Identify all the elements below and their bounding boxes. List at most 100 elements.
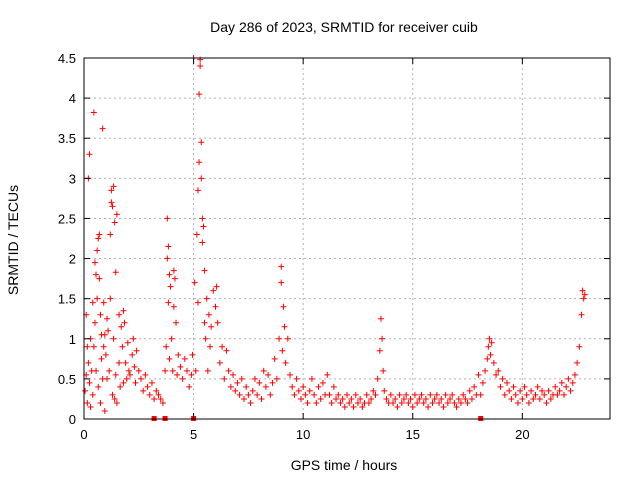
data-point (335, 391, 342, 398)
data-point (460, 391, 467, 398)
data-point (436, 399, 443, 406)
data-point (300, 383, 307, 390)
data-point (390, 399, 397, 406)
data-point (313, 399, 320, 406)
axis-ticks (83, 57, 610, 420)
data-point (457, 399, 464, 406)
data-point (174, 371, 181, 378)
data-point (140, 387, 147, 394)
data-point (99, 125, 106, 132)
data-point (133, 347, 140, 354)
data-point (337, 399, 344, 406)
data-point (403, 391, 410, 398)
data-point (328, 399, 335, 406)
data-point (177, 363, 184, 370)
data-point (501, 391, 508, 398)
data-point (534, 383, 541, 390)
data-point (249, 387, 256, 394)
data-point (278, 263, 285, 270)
data-point (348, 395, 355, 402)
data-point (429, 399, 436, 406)
data-point (359, 403, 366, 410)
data-point (256, 379, 263, 386)
data-point (165, 243, 172, 250)
data-point (96, 231, 103, 238)
data-point (188, 371, 195, 378)
data-point (420, 399, 427, 406)
data-point (199, 215, 206, 222)
data-point (304, 399, 311, 406)
data-point (191, 279, 198, 286)
data-point (451, 399, 458, 406)
data-point (142, 371, 149, 378)
data-point (409, 403, 416, 410)
data-point (107, 231, 114, 238)
data-point (247, 399, 254, 406)
data-point (324, 371, 331, 378)
data-point (552, 383, 559, 390)
data-point (108, 187, 115, 194)
data-point (213, 283, 220, 290)
data-point (482, 367, 489, 374)
data-point (204, 367, 211, 374)
data-point (189, 351, 196, 358)
data-point (108, 199, 115, 206)
data-point (82, 387, 89, 394)
data-point (306, 387, 313, 394)
data-point (405, 399, 412, 406)
data-point (574, 359, 581, 366)
data-point (521, 383, 528, 390)
data-point (127, 371, 134, 378)
data-point (554, 391, 561, 398)
data-point (319, 379, 326, 386)
data-point (485, 343, 492, 350)
data-point (396, 391, 403, 398)
data-point (84, 399, 91, 406)
data-point (370, 387, 377, 394)
data-point (308, 375, 315, 382)
data-point (169, 367, 176, 374)
data-point (495, 367, 502, 374)
data-point (90, 343, 97, 350)
data-point (433, 391, 440, 398)
data-point (580, 295, 587, 302)
data-point (85, 359, 92, 366)
data-point (118, 323, 125, 330)
data-point (276, 335, 283, 342)
data-point (508, 395, 515, 402)
data-point (512, 391, 519, 398)
data-point (287, 371, 294, 378)
data-point (221, 375, 228, 382)
data-point (284, 335, 291, 342)
data-point (387, 391, 394, 398)
data-point (243, 383, 250, 390)
data-point (116, 359, 123, 366)
data-point (101, 407, 108, 414)
data-point (536, 395, 543, 402)
chart-title: Day 286 of 2023, SRMTID for receiver cui… (210, 19, 478, 35)
data-point (352, 391, 359, 398)
data-point (330, 383, 337, 390)
data-point (148, 379, 155, 386)
data-point (514, 399, 521, 406)
data-point (163, 343, 170, 350)
data-point (137, 375, 144, 382)
data-point (567, 387, 574, 394)
data-point (110, 183, 117, 190)
data-point (280, 303, 287, 310)
data-point (569, 379, 576, 386)
data-point (131, 363, 138, 370)
data-point (238, 375, 245, 382)
data-point (506, 387, 513, 394)
data-point (578, 311, 585, 318)
data-point (201, 319, 208, 326)
x-tick-label: 10 (296, 427, 310, 442)
y-tick-label: 4 (69, 91, 76, 106)
data-point (110, 335, 117, 342)
data-point (449, 391, 456, 398)
data-point (282, 359, 289, 366)
data-point (194, 187, 201, 194)
data-point (219, 343, 226, 350)
data-point (545, 387, 552, 394)
data-point (122, 359, 129, 366)
